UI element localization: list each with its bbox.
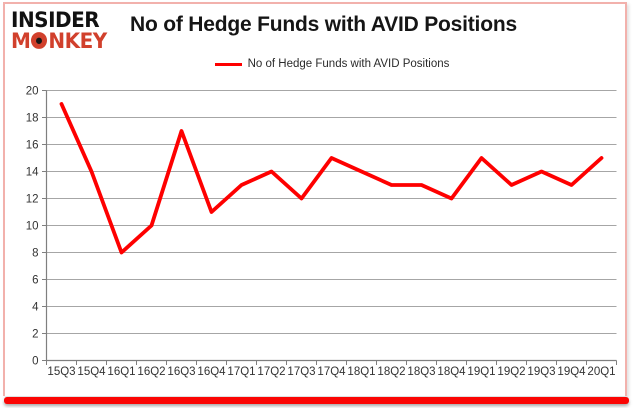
x-category-label: 19Q2 xyxy=(497,366,525,378)
x-category-label: 18Q1 xyxy=(347,366,375,378)
legend-line-swatch xyxy=(214,62,242,66)
x-category-label: 17Q3 xyxy=(287,366,315,378)
x-category-label: 17Q2 xyxy=(257,366,285,378)
x-category-label: 15Q3 xyxy=(47,366,75,378)
logo-monkey-nkey: NKEY xyxy=(48,27,107,54)
x-category-label: 16Q3 xyxy=(167,366,195,378)
chart-title: No of Hedge Funds with AVID Positions xyxy=(130,13,517,36)
x-category-label: 15Q4 xyxy=(77,366,106,378)
y-tick-label: 8 xyxy=(32,248,38,260)
x-category-label: 17Q1 xyxy=(227,366,255,378)
x-category-label: 18Q2 xyxy=(377,366,405,378)
y-tick-label: 14 xyxy=(26,167,39,179)
x-category-label: 16Q1 xyxy=(107,366,135,378)
bottom-accent-bar xyxy=(4,397,629,404)
insider-monkey-logo: INSIDER M NKEY xyxy=(11,6,107,51)
series-line-hedge-funds xyxy=(59,102,604,255)
x-category-label: 19Q3 xyxy=(527,366,555,378)
y-tick-label: 12 xyxy=(26,194,39,206)
y-tick-label: 4 xyxy=(32,302,39,314)
monkey-face-icon xyxy=(31,32,48,49)
y-tick-label: 6 xyxy=(32,275,38,287)
x-category-label: 19Q4 xyxy=(557,366,586,378)
x-category-label: 16Q4 xyxy=(197,366,226,378)
y-tick-label: 2 xyxy=(32,329,38,341)
y-tick-label: 20 xyxy=(26,86,39,98)
x-category-label: 20Q1 xyxy=(587,366,615,378)
logo-line-monkey: M NKEY xyxy=(11,30,107,51)
legend-series-label: No of Hedge Funds with AVID Positions xyxy=(247,58,450,70)
chart-legend: No of Hedge Funds with AVID Positions xyxy=(47,56,617,72)
y-tick-label: 0 xyxy=(32,356,38,368)
y-tick-label: 16 xyxy=(26,140,39,152)
logo-monkey-m: M xyxy=(11,27,31,54)
x-category-label: 19Q1 xyxy=(467,366,495,378)
x-category-label: 16Q2 xyxy=(137,366,165,378)
y-tick-label: 18 xyxy=(26,113,39,125)
logo-line-insider: INSIDER xyxy=(11,6,100,33)
x-category-label: 17Q4 xyxy=(317,366,346,378)
x-category-label: 18Q3 xyxy=(407,366,435,378)
x-category-label: 18Q4 xyxy=(437,366,466,378)
y-tick-label: 10 xyxy=(26,221,39,233)
